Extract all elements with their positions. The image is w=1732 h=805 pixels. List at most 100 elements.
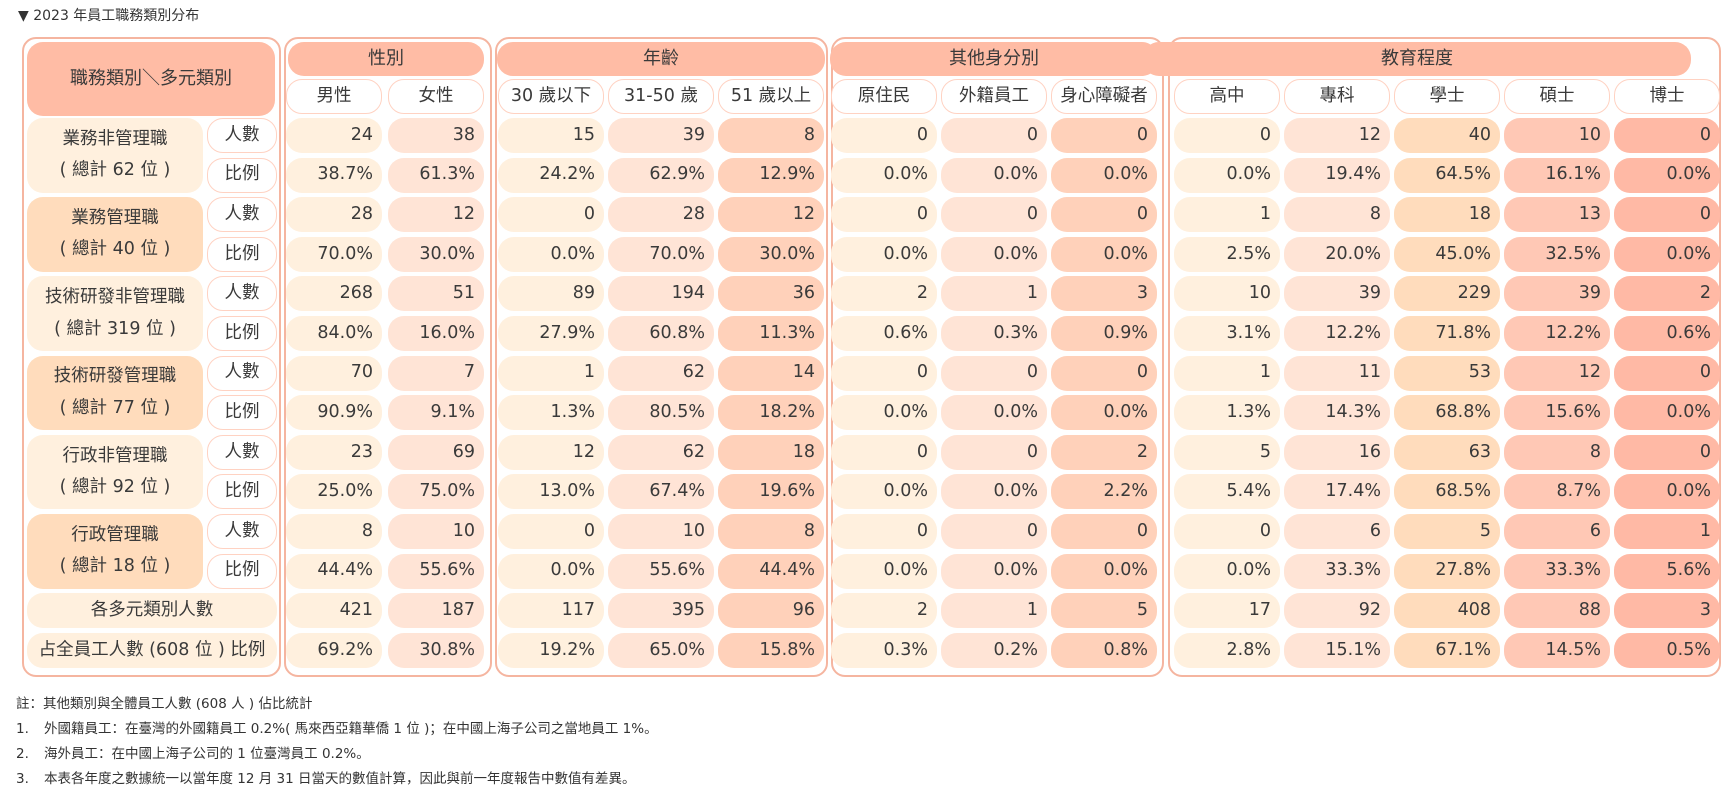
- ratio-label: 比例: [207, 236, 277, 272]
- count-cell: 12: [498, 434, 604, 470]
- column-header: 外籍員工: [941, 79, 1047, 114]
- count-cell: 16: [1284, 434, 1390, 470]
- category-name: 技術研發非管理職: [45, 287, 185, 308]
- ratio-cell: 0.0%: [831, 157, 937, 193]
- summary-cell: 0.3%: [831, 632, 937, 668]
- column-header: 女性: [388, 79, 484, 114]
- count-cell: 14: [718, 355, 824, 391]
- count-cell: 8: [1504, 434, 1610, 470]
- count-cell: 0: [831, 197, 937, 233]
- table-title: ▼ 2023 年員工職務類別分布: [18, 8, 200, 24]
- note-number: 1.: [16, 721, 29, 737]
- count-cell: 0: [941, 514, 1047, 549]
- ratio-cell: 16.1%: [1504, 157, 1610, 193]
- count-cell: 10: [1174, 276, 1280, 312]
- count-cell: 10: [388, 514, 484, 549]
- summary-cell: 117: [498, 593, 604, 629]
- summary-cell: 2: [831, 593, 937, 629]
- count-cell: 0: [1174, 118, 1280, 153]
- ratio-cell: 0.0%: [1051, 553, 1157, 589]
- notes-section: 註：其他類別與全體員工人數 (608 人 ) 佔比統計 1. 外國籍員工：在臺灣的…: [16, 692, 658, 792]
- count-cell: 0: [1051, 514, 1157, 549]
- ratio-cell: 67.4%: [608, 474, 714, 510]
- ratio-cell: 75.0%: [388, 474, 484, 510]
- ratio-cell: 0.0%: [1614, 474, 1720, 510]
- category-total: ( 總計 62 位 ): [59, 160, 171, 181]
- ratio-cell: 0.0%: [941, 236, 1047, 272]
- ratio-cell: 12.2%: [1284, 316, 1390, 351]
- ratio-cell: 12.9%: [718, 157, 824, 193]
- summary-cell: 421: [286, 593, 382, 629]
- ratio-cell: 19.4%: [1284, 157, 1390, 193]
- ratio-cell: 27.9%: [498, 316, 604, 351]
- summary-cell: 0.2%: [941, 632, 1047, 668]
- group-header: 年齡: [497, 42, 825, 76]
- ratio-cell: 0.0%: [941, 157, 1047, 193]
- summary-cell: 5: [1051, 593, 1157, 629]
- note-text: 海外員工：在中國上海子公司的 1 位臺灣員工 0.2%。: [44, 746, 370, 762]
- column-header: 高中: [1174, 79, 1280, 114]
- category-total: ( 總計 40 位 ): [59, 239, 171, 260]
- ratio-cell: 0.0%: [1051, 157, 1157, 193]
- count-cell: 10: [608, 514, 714, 549]
- column-header: 原住民: [831, 79, 937, 114]
- count-cell: 28: [608, 197, 714, 233]
- count-cell: 0: [1051, 355, 1157, 391]
- category-total: ( 總計 18 位 ): [59, 556, 171, 577]
- column-header: 31-50 歲: [608, 79, 714, 114]
- ratio-cell: 60.8%: [608, 316, 714, 351]
- ratio-cell: 0.0%: [498, 236, 604, 272]
- ratio-cell: 61.3%: [388, 157, 484, 193]
- ratio-cell: 25.0%: [286, 474, 382, 510]
- ratio-cell: 2.5%: [1174, 236, 1280, 272]
- category-name: 技術研發管理職: [53, 366, 177, 387]
- ratio-label: 比例: [207, 553, 277, 589]
- ratio-cell: 55.6%: [388, 553, 484, 589]
- ratio-cell: 32.5%: [1504, 236, 1610, 272]
- count-label: 人數: [207, 355, 277, 391]
- summary-cell: 0.5%: [1614, 632, 1720, 668]
- ratio-cell: 0.6%: [831, 316, 937, 351]
- ratio-cell: 71.8%: [1394, 316, 1500, 351]
- ratio-cell: 27.8%: [1394, 553, 1500, 589]
- count-cell: 36: [718, 276, 824, 312]
- ratio-cell: 15.6%: [1504, 395, 1610, 431]
- ratio-cell: 38.7%: [286, 157, 382, 193]
- count-cell: 40: [1394, 118, 1500, 153]
- count-cell: 13: [1504, 197, 1610, 233]
- ratio-cell: 14.3%: [1284, 395, 1390, 431]
- count-label: 人數: [207, 434, 277, 470]
- count-cell: 8: [718, 514, 824, 549]
- count-cell: 0: [498, 514, 604, 549]
- ratio-cell: 0.0%: [1051, 236, 1157, 272]
- category-name: 行政管理職: [71, 524, 159, 545]
- ratio-cell: 45.0%: [1394, 236, 1500, 272]
- note-text: 本表各年度之數據統一以當年度 12 月 31 日當天的數值計算，因此與前一年度報…: [44, 771, 636, 787]
- ratio-cell: 30.0%: [718, 236, 824, 272]
- ratio-cell: 70.0%: [608, 236, 714, 272]
- count-cell: 0: [941, 355, 1047, 391]
- ratio-cell: 20.0%: [1284, 236, 1390, 272]
- group-header: 教育程度: [1143, 42, 1691, 76]
- ratio-cell: 16.0%: [388, 316, 484, 351]
- ratio-cell: 0.0%: [1614, 236, 1720, 272]
- ratio-cell: 0.0%: [831, 553, 937, 589]
- count-cell: 39: [1284, 276, 1390, 312]
- category-label: 行政非管理職 ( 總計 92 位 ): [27, 434, 203, 510]
- ratio-cell: 3.1%: [1174, 316, 1280, 351]
- ratio-cell: 33.3%: [1284, 553, 1390, 589]
- count-cell: 12: [1284, 118, 1390, 153]
- count-cell: 2: [1051, 434, 1157, 470]
- count-cell: 0: [1614, 197, 1720, 233]
- count-cell: 0: [1174, 514, 1280, 549]
- count-cell: 8: [1284, 197, 1390, 233]
- summary-cell: 30.8%: [388, 632, 484, 668]
- count-cell: 0: [831, 118, 937, 153]
- count-label: 人數: [207, 197, 277, 233]
- column-header: 51 歲以上: [718, 79, 824, 114]
- category-label: 技術研發管理職 ( 總計 77 位 ): [27, 355, 203, 431]
- ratio-cell: 0.0%: [941, 395, 1047, 431]
- count-cell: 2: [1614, 276, 1720, 312]
- notes-header: 註：其他類別與全體員工人數 (608 人 ) 佔比統計: [16, 696, 313, 712]
- count-cell: 8: [286, 514, 382, 549]
